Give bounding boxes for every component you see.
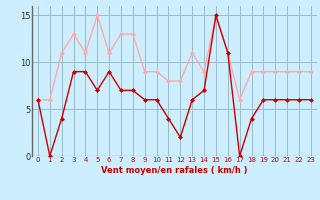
X-axis label: Vent moyen/en rafales ( km/h ): Vent moyen/en rafales ( km/h ) xyxy=(101,166,248,175)
